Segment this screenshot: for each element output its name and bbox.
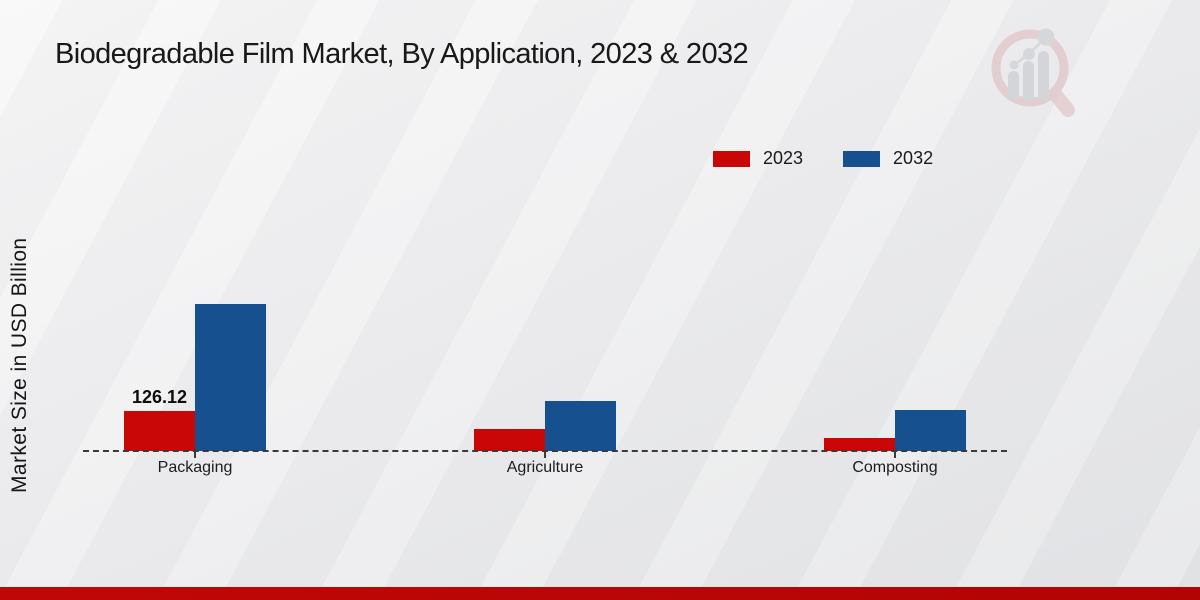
legend-item-2032: 2032 bbox=[843, 148, 933, 169]
axis-tick bbox=[894, 452, 896, 458]
chart-title: Biodegradable Film Market, By Applicatio… bbox=[55, 38, 749, 70]
legend: 2023 2032 bbox=[713, 148, 933, 169]
axis-tick bbox=[544, 452, 546, 458]
legend-swatch-2032 bbox=[843, 150, 881, 167]
bar-2032-packaging bbox=[195, 304, 266, 451]
bar-2032-agriculture bbox=[545, 401, 616, 451]
bar-2023-agriculture bbox=[474, 429, 545, 451]
magnifier-barchart-logo-icon bbox=[991, 28, 1075, 117]
bar-2023-composting bbox=[824, 438, 895, 451]
legend-label-2023: 2023 bbox=[763, 148, 804, 168]
legend-label-2032: 2032 bbox=[893, 148, 934, 168]
category-label: Composting bbox=[852, 459, 938, 476]
bar-2023-packaging bbox=[124, 411, 195, 451]
axis-tick bbox=[194, 452, 196, 458]
bar-value-label: 126.12 bbox=[131, 387, 188, 407]
footer-red-bar bbox=[0, 587, 1200, 600]
category-label: Agriculture bbox=[506, 459, 584, 476]
legend-item-2023: 2023 bbox=[713, 148, 803, 169]
bar-2032-composting bbox=[895, 410, 966, 451]
category-label: Packaging bbox=[157, 459, 233, 476]
legend-swatch-2023 bbox=[713, 150, 750, 167]
x-axis-baseline bbox=[83, 450, 1007, 452]
